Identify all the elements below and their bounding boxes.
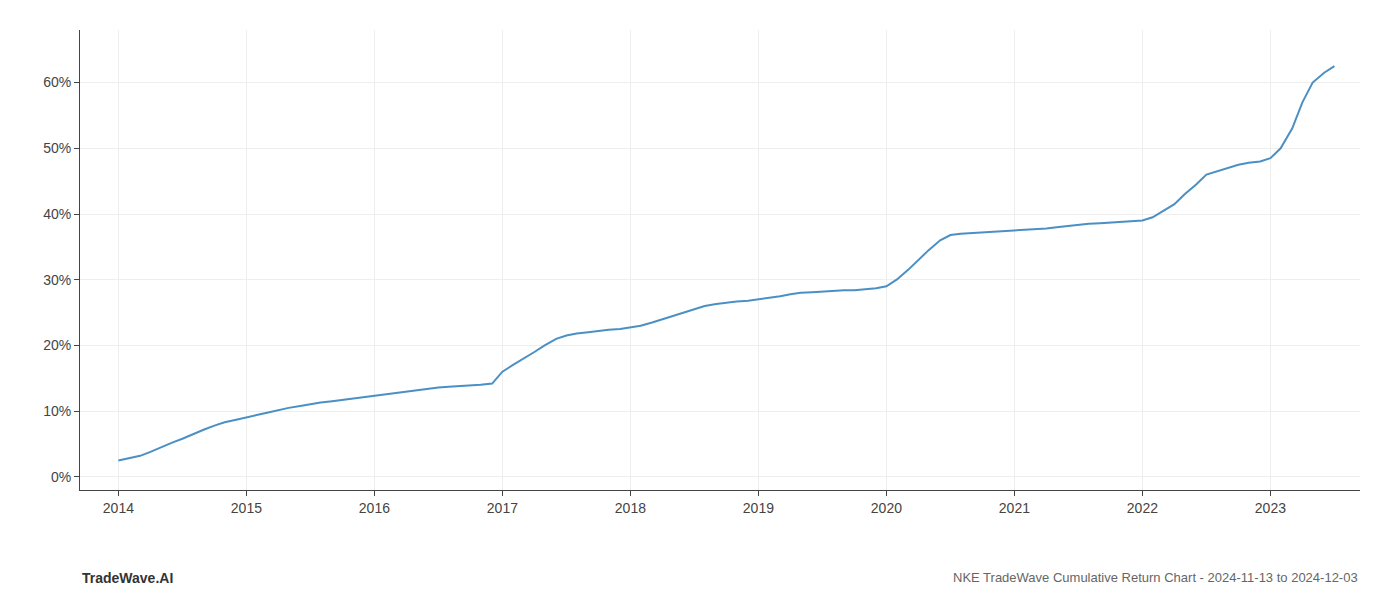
svg-text:2019: 2019 xyxy=(743,500,774,516)
svg-text:2023: 2023 xyxy=(1255,500,1286,516)
svg-text:50%: 50% xyxy=(43,140,71,156)
svg-text:60%: 60% xyxy=(43,74,71,90)
svg-text:0%: 0% xyxy=(51,469,71,485)
svg-text:2017: 2017 xyxy=(487,500,518,516)
svg-text:NKE TradeWave Cumulative Retur: NKE TradeWave Cumulative Return Chart - … xyxy=(953,570,1358,585)
svg-text:30%: 30% xyxy=(43,272,71,288)
svg-text:2014: 2014 xyxy=(103,500,134,516)
svg-text:10%: 10% xyxy=(43,403,71,419)
svg-text:2021: 2021 xyxy=(999,500,1030,516)
svg-text:2018: 2018 xyxy=(615,500,646,516)
svg-text:2022: 2022 xyxy=(1127,500,1158,516)
svg-text:20%: 20% xyxy=(43,337,71,353)
svg-text:40%: 40% xyxy=(43,206,71,222)
svg-text:2020: 2020 xyxy=(871,500,902,516)
svg-text:2015: 2015 xyxy=(231,500,262,516)
svg-text:2016: 2016 xyxy=(359,500,390,516)
svg-text:TradeWave.AI: TradeWave.AI xyxy=(82,570,173,586)
